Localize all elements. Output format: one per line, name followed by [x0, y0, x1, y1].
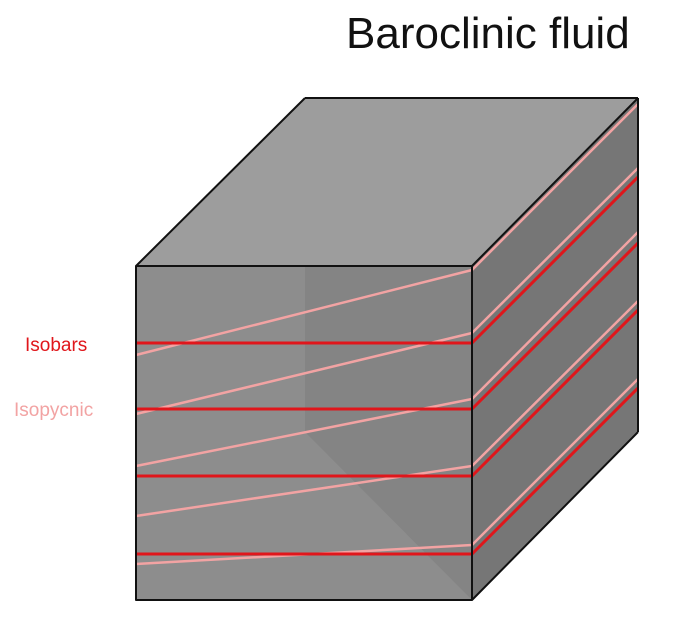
isopycnic-front-4: [135, 464, 473, 518]
isopycnic-side-5: [471, 378, 639, 546]
cube-edges: [135, 97, 639, 601]
legend-isobars-label: Isobars: [25, 335, 88, 356]
isopycnic-lines: [135, 103, 639, 566]
isobar-lines: [136, 175, 640, 556]
isobar-side-2: [470, 241, 640, 411]
isobar-side-3: [470, 308, 640, 478]
isopycnic-front-2: [135, 331, 473, 416]
diagram-title: Baroclinic fluid: [346, 9, 630, 58]
isopycnic-side-3: [471, 231, 639, 400]
top-left-edge: [135, 97, 306, 267]
isopycnic-side-2: [471, 167, 639, 334]
isobar-side-4: [470, 386, 640, 556]
bottom-right-edge: [471, 431, 639, 601]
isobar-side-1: [470, 175, 640, 345]
isopycnic-side-1: [471, 103, 639, 271]
isopycnic-front-1: [135, 268, 473, 357]
legend-isopycnic-label: Isopycnic: [14, 400, 94, 421]
isopycnic-side-4: [471, 300, 639, 467]
top-right-edge: [471, 97, 639, 267]
cube-side-face: [472, 98, 638, 600]
